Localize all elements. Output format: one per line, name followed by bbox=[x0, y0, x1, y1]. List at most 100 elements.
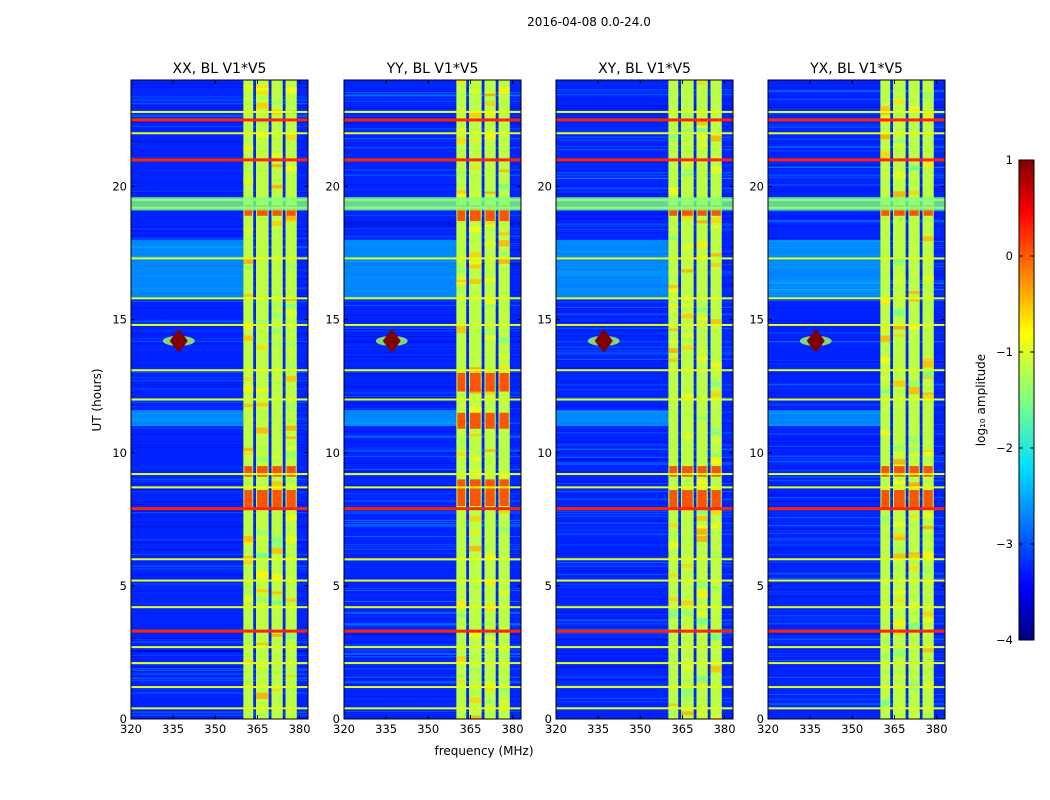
heatmap-band-texture bbox=[893, 139, 906, 143]
heatmap-band-texture bbox=[880, 134, 891, 140]
heatmap-texture-line bbox=[556, 306, 733, 308]
heatmap-texture-line bbox=[131, 115, 308, 117]
heatmap-texture-line bbox=[344, 676, 521, 678]
heatmap-band-texture bbox=[922, 395, 934, 401]
heatmap-rfi-line-strong bbox=[344, 507, 521, 511]
heatmap-texture-line bbox=[768, 562, 945, 564]
heatmap-band-texture bbox=[243, 278, 254, 283]
heatmap-band-texture bbox=[880, 249, 891, 253]
heatmap-texture-line bbox=[556, 448, 733, 450]
heatmap-rfi-line bbox=[556, 686, 733, 689]
heatmap-band-texture bbox=[285, 451, 297, 458]
figure-suptitle: 2016-04-08 0.0-24.0 bbox=[527, 15, 651, 29]
heatmap-texture-line bbox=[131, 541, 308, 543]
colorbar-tick-label: −1 bbox=[996, 345, 1013, 359]
panel-title: XY, BL V1*V5 bbox=[598, 61, 691, 77]
heatmap-texture-line bbox=[556, 172, 733, 174]
heatmap-texture-line bbox=[556, 139, 733, 141]
heatmap-band-texture bbox=[285, 310, 297, 315]
heatmap-texture-line bbox=[344, 407, 521, 409]
heatmap-texture-line bbox=[768, 539, 945, 541]
heatmap-band-texture bbox=[893, 309, 906, 316]
heatmap-texture-line bbox=[131, 649, 308, 651]
heatmap-texture-line bbox=[344, 189, 521, 191]
heatmap-band-texture bbox=[456, 190, 467, 196]
heatmap-hot-block bbox=[711, 490, 721, 509]
heatmap-texture-line bbox=[768, 511, 945, 513]
heatmap-texture-line bbox=[556, 533, 733, 535]
heatmap-band-texture bbox=[498, 364, 510, 371]
heatmap-texture-line bbox=[344, 678, 521, 680]
heatmap-texture-line bbox=[131, 668, 308, 670]
heatmap-texture-line bbox=[344, 434, 521, 436]
heatmap-band-texture bbox=[681, 269, 694, 273]
heatmap-texture-line bbox=[768, 339, 945, 341]
heatmap-texture-line bbox=[131, 388, 308, 390]
heatmap-texture-line bbox=[556, 313, 733, 315]
heatmap-rfi-line bbox=[131, 369, 308, 372]
heatmap-band-texture bbox=[908, 391, 920, 395]
heatmap-band-texture bbox=[256, 692, 269, 699]
heatmap-hot-block bbox=[470, 205, 481, 222]
heatmap-band-texture bbox=[880, 347, 891, 354]
heatmap-band-texture bbox=[243, 265, 254, 269]
y-tick-label: 15 bbox=[749, 313, 764, 327]
heatmap-band-texture bbox=[456, 267, 467, 273]
heatmap-texture-line bbox=[768, 404, 945, 406]
heatmap-rfi-line bbox=[556, 473, 733, 476]
heatmap-texture-line bbox=[131, 641, 308, 643]
heatmap-band-texture bbox=[922, 276, 934, 280]
heatmap-texture-line bbox=[344, 128, 521, 130]
heatmap-band-texture bbox=[893, 645, 906, 652]
heatmap-texture-line bbox=[556, 636, 733, 638]
heatmap-texture-line bbox=[131, 307, 308, 309]
heatmap-texture-line bbox=[768, 97, 945, 99]
heatmap-rfi-line bbox=[556, 110, 733, 113]
heatmap-texture-line bbox=[344, 226, 521, 228]
heatmap-texture-line bbox=[344, 500, 521, 502]
heatmap-band-texture bbox=[243, 294, 254, 297]
heatmap-texture-line bbox=[556, 562, 733, 564]
heatmap-texture-line bbox=[131, 632, 308, 634]
heatmap-band-texture bbox=[271, 294, 283, 300]
heatmap-band-texture bbox=[271, 591, 283, 595]
heatmap-hot-block bbox=[244, 490, 253, 509]
heatmap-band-texture bbox=[908, 436, 920, 443]
heatmap-texture-line bbox=[131, 114, 308, 116]
heatmap-texture-line bbox=[556, 639, 733, 641]
heatmap-rfi-line bbox=[131, 646, 308, 649]
heatmap-texture-line bbox=[344, 528, 521, 530]
heatmap-texture-line bbox=[556, 105, 733, 107]
heatmap-texture-line bbox=[344, 511, 521, 513]
heatmap-texture-line bbox=[344, 344, 521, 346]
heatmap-band-texture bbox=[922, 115, 934, 122]
heatmap-band-texture bbox=[681, 334, 694, 338]
heatmap-texture-line bbox=[556, 354, 733, 356]
heatmap-texture-line bbox=[131, 406, 308, 408]
heatmap-texture-line bbox=[556, 564, 733, 566]
heatmap-band-texture bbox=[285, 364, 297, 369]
heatmap-hot-block bbox=[272, 490, 282, 509]
heatmap-texture-line bbox=[768, 506, 945, 508]
heatmap-texture-line bbox=[556, 319, 733, 321]
heatmap-band-texture bbox=[469, 81, 482, 87]
heatmap-texture-line bbox=[768, 164, 945, 166]
heatmap-band-texture bbox=[893, 675, 906, 678]
heatmap-texture-line bbox=[768, 622, 945, 624]
heatmap-band-texture bbox=[469, 631, 482, 638]
heatmap-texture-line bbox=[768, 320, 945, 322]
heatmap-texture-line bbox=[344, 116, 521, 118]
heatmap-band-texture bbox=[668, 309, 679, 314]
heatmap-band-texture bbox=[271, 542, 283, 549]
heatmap-rfi-line bbox=[556, 257, 733, 260]
heatmap-band-texture bbox=[893, 546, 906, 554]
heatmap-texture-line bbox=[131, 364, 308, 366]
heatmap-texture-line bbox=[768, 670, 945, 672]
y-tick-label: 10 bbox=[325, 446, 340, 460]
heatmap-texture-line bbox=[556, 239, 733, 241]
heatmap-band-texture bbox=[469, 227, 482, 232]
heatmap-texture-line bbox=[131, 181, 308, 183]
heatmap-texture-line bbox=[556, 353, 733, 355]
heatmap-texture-line bbox=[344, 452, 521, 454]
heatmap-band-texture bbox=[498, 700, 510, 707]
